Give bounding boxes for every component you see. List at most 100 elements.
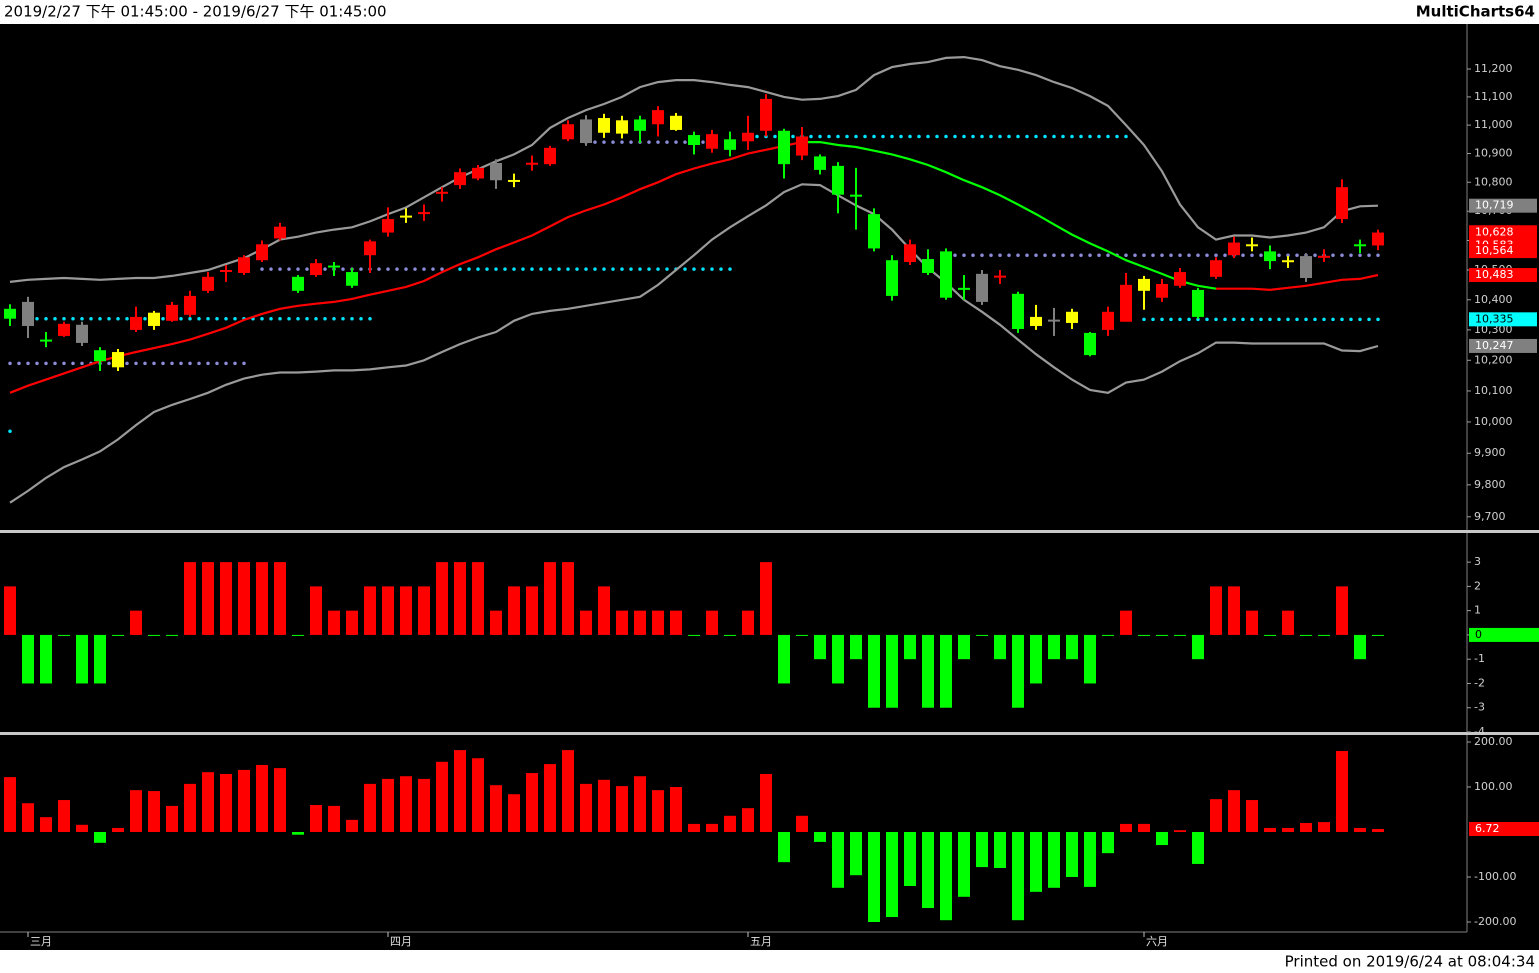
candle-body — [166, 304, 178, 321]
candle-body — [364, 241, 376, 256]
candle-body — [922, 259, 934, 273]
histogram-bar — [1084, 832, 1096, 887]
histogram-bar — [256, 764, 268, 833]
candle-body — [1228, 242, 1240, 256]
y-tick-label: 200.00 — [1474, 735, 1513, 748]
histogram-bar — [868, 634, 880, 708]
histogram-bar — [958, 634, 970, 660]
candle-body — [1210, 260, 1222, 277]
histogram-bar — [238, 769, 250, 833]
candle-body — [544, 147, 556, 165]
y-tick-label: 100.00 — [1474, 780, 1513, 793]
y-tick-label: 11,000 — [1474, 118, 1513, 131]
y-tick-label: 10,100 — [1474, 384, 1513, 397]
candle-body — [130, 316, 142, 330]
histogram-bar — [1102, 832, 1114, 854]
histogram-bar — [526, 773, 538, 833]
histogram-bar — [1030, 832, 1042, 892]
candle-body — [76, 324, 88, 343]
candle-body — [724, 139, 736, 150]
histogram-bar — [976, 634, 988, 636]
histogram-bar — [634, 610, 646, 635]
histogram-bar — [472, 758, 484, 833]
histogram-bar — [724, 634, 736, 636]
histogram-bar — [256, 562, 268, 635]
candle-body — [454, 172, 466, 186]
candle-body — [490, 163, 502, 181]
y-tick-label: 10,400 — [1474, 293, 1513, 306]
candle-body — [652, 110, 664, 125]
price-plot — [4, 55, 1384, 504]
candle-body — [274, 226, 286, 239]
candle-body — [382, 219, 394, 233]
last-value-box — [1469, 627, 1539, 642]
candle-body — [904, 244, 916, 262]
y-tick-label: -200.00 — [1474, 915, 1516, 928]
price-label-box — [1469, 244, 1537, 259]
histogram-bar — [1120, 823, 1132, 833]
candle-body — [814, 156, 826, 170]
histogram-bar — [76, 824, 88, 833]
histogram-bar — [1048, 832, 1060, 888]
y-tick-label: 3 — [1474, 555, 1481, 568]
y-tick-label: -4 — [1474, 725, 1485, 738]
candle-body — [22, 301, 34, 326]
price-label-box — [1469, 198, 1537, 213]
histogram-bar — [130, 610, 142, 635]
histogram-bar — [1210, 586, 1222, 635]
histogram-bar — [508, 794, 520, 833]
histogram-bar — [346, 819, 358, 833]
histogram-bar — [1048, 634, 1060, 660]
histogram-bar — [112, 827, 124, 833]
y-tick-label: -2 — [1474, 676, 1485, 689]
histogram-bar — [616, 786, 628, 833]
histogram-bar — [742, 808, 754, 833]
histogram-bar — [238, 562, 250, 635]
y-tick-label: 9,800 — [1474, 478, 1506, 491]
histogram-bar — [58, 634, 70, 636]
histogram-bar — [1084, 634, 1096, 684]
histogram-bar — [1318, 634, 1330, 636]
histogram-bar — [292, 634, 304, 636]
histogram-bar — [688, 823, 700, 833]
candle-body — [292, 276, 304, 291]
candle-body — [256, 244, 268, 261]
x-tick-label: 五月 — [750, 935, 772, 948]
histogram-bar — [22, 803, 34, 833]
histogram-bar — [166, 634, 178, 636]
histogram-bar — [544, 562, 556, 635]
histogram-bar — [976, 832, 988, 868]
histogram-bar — [328, 805, 340, 833]
histogram-bar — [4, 586, 16, 635]
candle-body — [1192, 289, 1204, 317]
candle-body — [94, 350, 106, 362]
histogram-bar — [418, 586, 430, 635]
histogram-bar — [274, 562, 286, 635]
histogram-bar — [850, 832, 862, 876]
candle-body — [778, 130, 790, 165]
histogram-bar — [778, 634, 790, 684]
candle-body — [1048, 319, 1060, 322]
histogram-bar — [382, 778, 394, 833]
candle-body — [346, 272, 358, 286]
candle-body — [202, 276, 214, 291]
last-value-label: 0 — [1475, 628, 1482, 641]
histogram-bar — [598, 779, 610, 833]
histogram-bar — [1066, 634, 1078, 660]
candle-body — [670, 115, 682, 130]
histogram-bar — [1030, 634, 1042, 684]
candle-body — [40, 339, 52, 342]
y-tick-label: -100.00 — [1474, 870, 1516, 883]
histogram-bar — [1228, 586, 1240, 635]
histogram-bar — [706, 823, 718, 833]
histogram-bar — [994, 832, 1006, 868]
candle-body — [1300, 256, 1312, 279]
histogram-bar — [472, 562, 484, 635]
histogram-bar — [670, 787, 682, 833]
candle-body — [742, 132, 754, 142]
histogram-bar — [364, 586, 376, 635]
price-label: 10,335 — [1475, 312, 1514, 325]
histogram-bar — [1156, 634, 1168, 636]
histogram-bar — [1174, 634, 1186, 636]
